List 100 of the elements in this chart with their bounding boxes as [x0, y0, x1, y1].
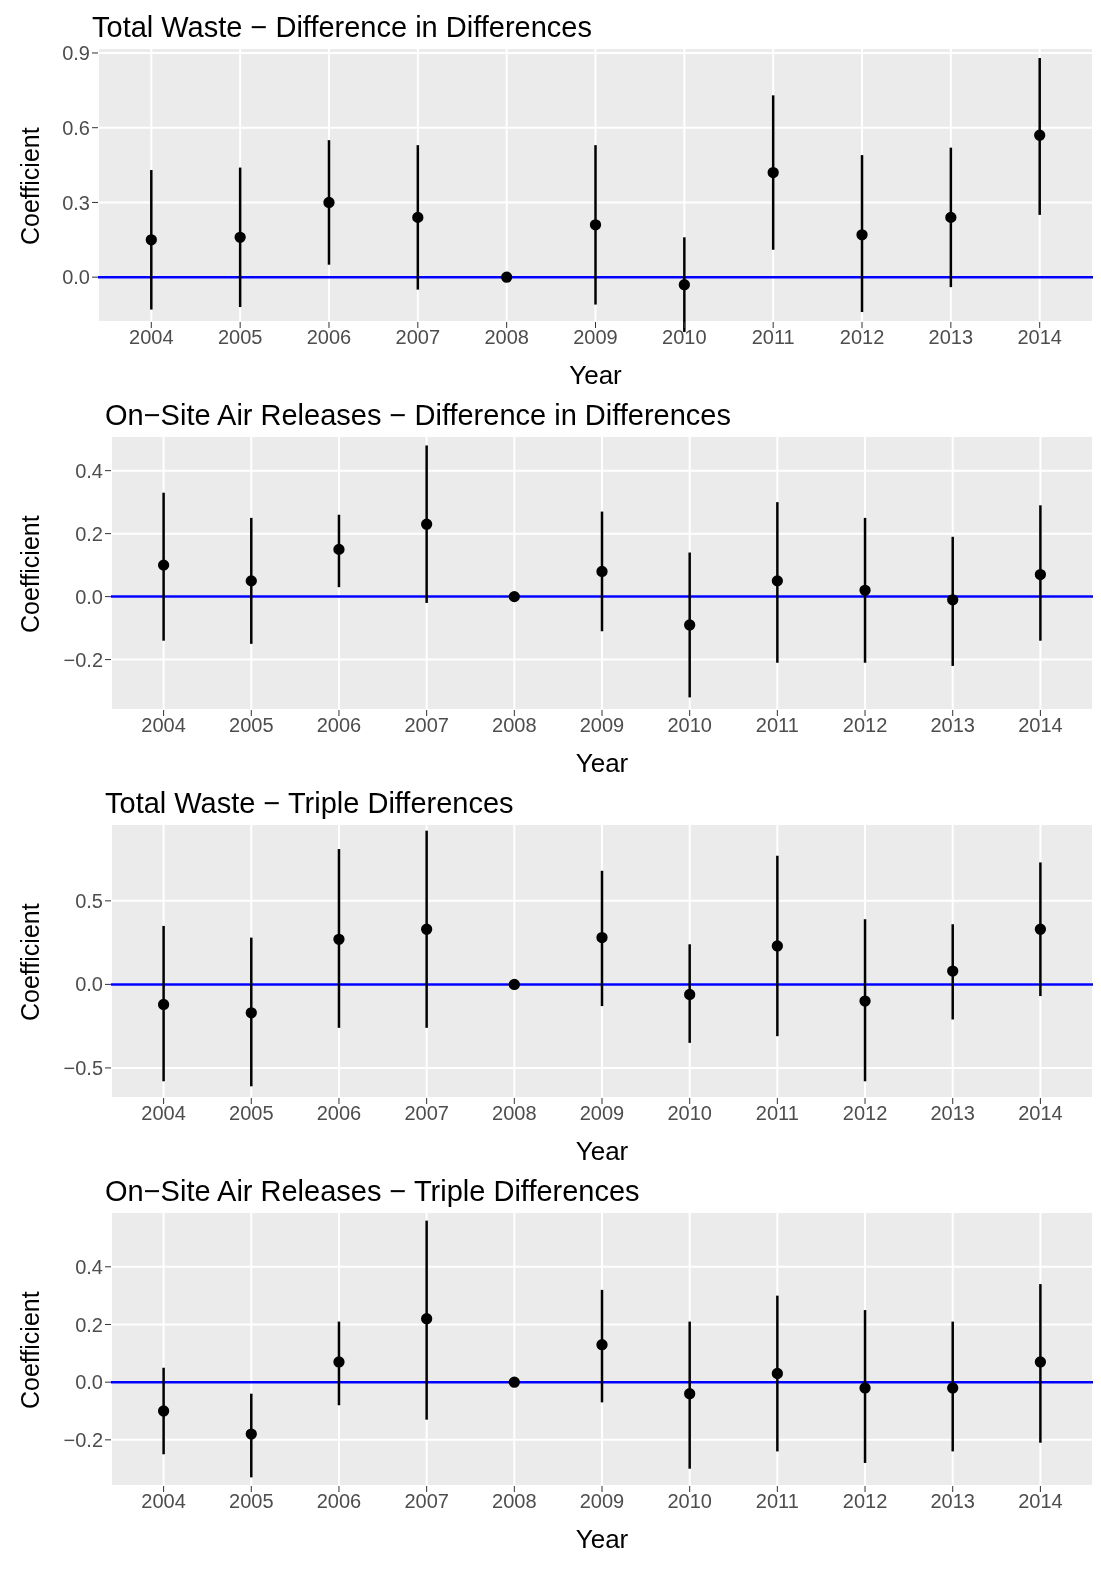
x-tick-label: 2006 [316, 1490, 362, 1513]
point [245, 575, 257, 587]
x-tick-label: 2010 [667, 1490, 712, 1513]
chart-title: On−Site Air Releases − Triple Differences [105, 1174, 641, 1209]
x-tick-label: 2009 [579, 1102, 625, 1125]
x-tick-label: 2014 [1018, 1490, 1063, 1513]
point [157, 559, 170, 571]
x-axis-title: Year [569, 360, 623, 390]
y-axis-title: Coefficient [15, 1291, 44, 1409]
x-tick-label: 2008 [492, 1490, 537, 1513]
point [859, 584, 871, 596]
x-tick-label: 2009 [579, 1490, 625, 1513]
point [1034, 1356, 1047, 1368]
x-tick-label: 2007 [404, 714, 449, 737]
point [1034, 129, 1046, 141]
point [333, 1356, 345, 1368]
x-tick-label: 2012 [842, 1102, 888, 1125]
x-tick-label: 2004 [141, 1490, 186, 1513]
point [157, 998, 170, 1011]
point [596, 931, 608, 944]
point [501, 271, 513, 283]
x-tick-label: 2014 [1018, 1102, 1063, 1125]
point [771, 940, 783, 952]
point [859, 1382, 871, 1394]
point [157, 1405, 170, 1417]
y-tick-label: 0.4 [75, 1255, 103, 1278]
point [245, 1428, 257, 1440]
y-tick-label: 0.0 [62, 266, 90, 289]
x-tick-label: 2007 [404, 1490, 449, 1513]
x-tick-label: 2014 [1017, 326, 1062, 349]
point [589, 219, 602, 231]
x-tick-label: 2012 [839, 326, 885, 349]
x-tick-label: 2006 [306, 326, 352, 349]
x-tick-label: 2009 [579, 714, 625, 737]
y-tick-label: 0.0 [75, 585, 103, 608]
point [596, 565, 608, 578]
point [947, 1382, 959, 1394]
point [412, 211, 424, 224]
y-tick-label: −0.5 [63, 1057, 103, 1080]
x-tick-label: 2006 [316, 714, 362, 737]
y-tick-label: 0.6 [62, 116, 90, 139]
y-tick-label: 0.0 [75, 1371, 103, 1394]
x-tick-label: 2011 [755, 714, 799, 737]
point [508, 1376, 520, 1388]
x-tick-label: 2005 [229, 714, 274, 737]
x-tick-label: 2013 [930, 1102, 975, 1125]
point [684, 1388, 696, 1400]
x-tick-label: 2004 [141, 1102, 186, 1125]
point [508, 590, 520, 603]
point [684, 988, 696, 1001]
point [1034, 568, 1047, 581]
point [767, 166, 779, 179]
chart-title: Total Waste − Triple Differences [105, 786, 515, 821]
x-tick-label: 2007 [395, 326, 441, 349]
x-tick-label: 2006 [316, 1102, 362, 1125]
y-tick-label: 0.2 [75, 522, 103, 545]
x-tick-label: 2011 [755, 1102, 799, 1125]
y-tick-label: −0.2 [63, 1428, 103, 1451]
x-tick-label: 2013 [928, 326, 974, 349]
point [333, 543, 345, 556]
x-tick-label: 2008 [484, 326, 529, 349]
point [421, 923, 433, 935]
x-tick-label: 2010 [667, 714, 712, 737]
point [421, 518, 433, 530]
x-axis-title: Year [575, 748, 629, 778]
chart-title: Total Waste − Difference in Differences [92, 10, 593, 45]
y-tick-label: 0.9 [62, 42, 90, 65]
y-axis-title: Coefficient [15, 515, 44, 633]
x-tick-label: 2011 [751, 326, 795, 349]
x-tick-label: 2010 [662, 326, 707, 349]
x-tick-label: 2007 [404, 1102, 449, 1125]
x-tick-label: 2008 [492, 714, 537, 737]
x-tick-label: 2005 [229, 1102, 274, 1125]
y-tick-label: 0.4 [75, 459, 103, 482]
point [596, 1339, 608, 1351]
x-tick-label: 2009 [573, 326, 618, 349]
x-tick-label: 2011 [755, 1490, 799, 1513]
x-tick-label: 2005 [217, 326, 263, 349]
x-axis-title: Year [575, 1136, 629, 1166]
point [859, 995, 871, 1007]
point [421, 1313, 433, 1325]
y-axis-title: Coefficient [15, 127, 44, 245]
point [684, 619, 696, 631]
x-tick-label: 2013 [930, 714, 975, 737]
x-tick-label: 2004 [141, 714, 186, 737]
point [678, 279, 690, 291]
point [947, 594, 959, 606]
point [945, 211, 957, 224]
point [1034, 923, 1047, 935]
y-tick-label: 0.0 [75, 973, 103, 996]
x-tick-label: 2014 [1018, 714, 1063, 737]
point [333, 933, 345, 945]
x-tick-label: 2013 [930, 1490, 975, 1513]
x-tick-label: 2008 [492, 1102, 537, 1125]
point [508, 978, 520, 991]
y-tick-label: −0.2 [63, 648, 103, 671]
point [323, 196, 335, 209]
x-tick-label: 2012 [842, 1490, 888, 1513]
point [771, 575, 783, 587]
x-tick-label: 2004 [129, 326, 174, 349]
